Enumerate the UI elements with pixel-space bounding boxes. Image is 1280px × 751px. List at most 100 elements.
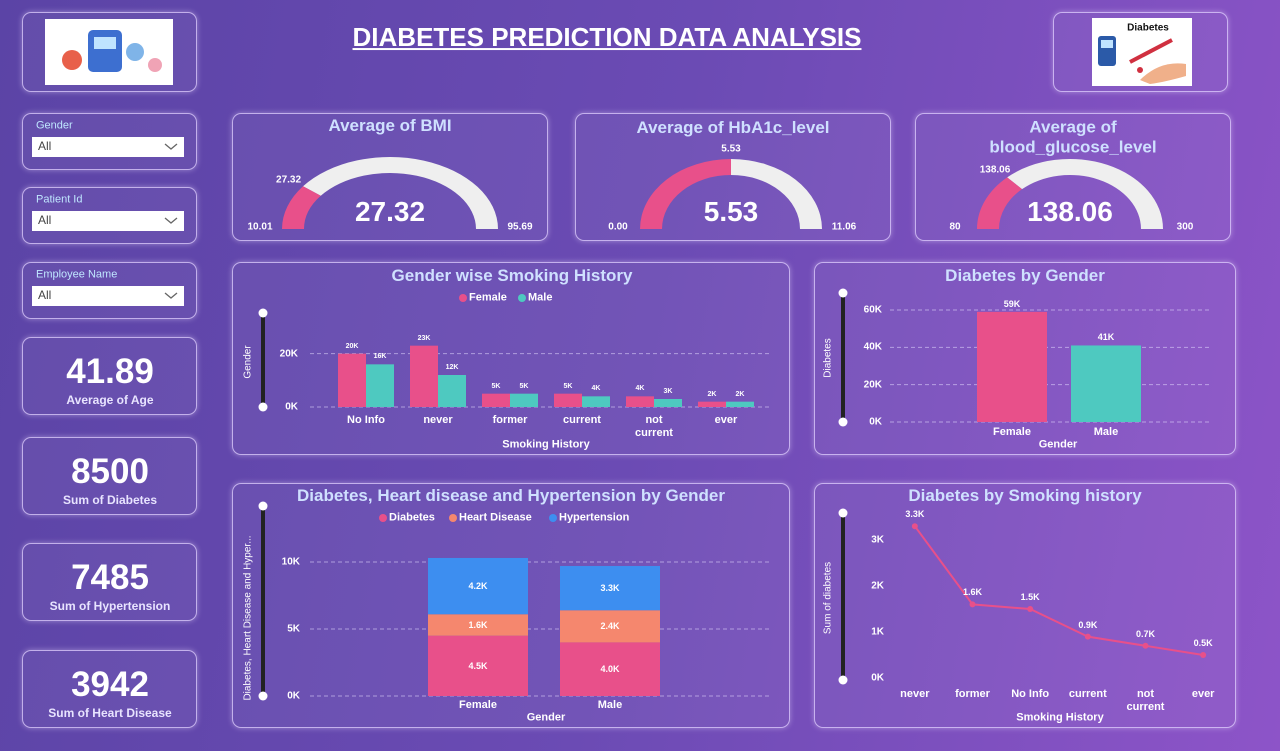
dropdown-value[interactable]: All (38, 288, 52, 303)
dropdown-value[interactable]: All (38, 139, 52, 154)
filter-label: Employee Name (36, 268, 118, 281)
chart-panel (232, 262, 790, 455)
x-tick-label: current (563, 414, 601, 426)
data-label: 1.5K (1020, 591, 1040, 602)
x-tick-label: never (423, 414, 453, 426)
logo-shape (62, 50, 82, 70)
y-tick-label: 5K (287, 623, 300, 635)
data-label: 4.0K (600, 664, 620, 675)
line-point (969, 601, 976, 608)
data-label: 3K (663, 387, 673, 395)
data-label: 59K (1003, 298, 1021, 309)
data-label: 16K (373, 353, 387, 361)
logo-shape (1129, 38, 1173, 64)
bar-segment (428, 557, 528, 615)
legend-label: Diabetes (389, 511, 435, 524)
legend-label: Hypertension (559, 511, 630, 524)
x-tick-label: No Info (347, 414, 385, 426)
x-axis-label: Gender (526, 711, 566, 724)
bar (510, 393, 538, 407)
gauge-min: 80 (949, 221, 961, 233)
bar (482, 393, 510, 407)
logo-shape (1137, 67, 1143, 73)
y-axis-label: Sum of diabetes (822, 561, 834, 635)
gauge-fill (282, 186, 321, 229)
logo-shape (1140, 63, 1186, 84)
y-axis-label: Diabetes, Heart Disease and Hyper... (242, 535, 254, 701)
x-axis-label: Smoking History (502, 438, 590, 451)
legend-label: Female (469, 291, 507, 304)
chart-panel (814, 483, 1236, 728)
dropdown[interactable] (32, 211, 184, 231)
slider-handle[interactable] (258, 691, 268, 701)
y-tick-label: 2K (871, 580, 884, 592)
data-label: 2.4K (600, 621, 620, 632)
dropdown-value[interactable]: All (38, 213, 52, 228)
dropdown[interactable] (32, 137, 184, 157)
slider-handle[interactable] (258, 501, 268, 511)
line-point (911, 523, 918, 530)
bar (1071, 345, 1141, 422)
card-label: Sum of Heart Disease (48, 706, 172, 721)
y-tick-label: 0K (869, 416, 882, 428)
bar-segment (560, 566, 660, 611)
x-tick-label: No Info (1011, 688, 1050, 700)
card-value: 7485 (71, 557, 149, 597)
gauge-title: Average of blood_glucose_level (989, 117, 1157, 156)
dropdown[interactable] (32, 286, 184, 306)
bar (698, 401, 726, 407)
legend-dot (449, 514, 457, 522)
y-tick-label: 0K (285, 401, 298, 413)
slider-handle[interactable] (258, 308, 268, 318)
legend-label: Male (528, 291, 553, 304)
bar-segment (560, 642, 660, 696)
dropdown-chevron (164, 217, 178, 224)
slider-handle[interactable] (258, 402, 268, 412)
gauge-track (1007, 159, 1163, 229)
data-label: 5K (491, 382, 501, 390)
filter-label: Gender (36, 119, 73, 132)
x-tick-label: never (900, 688, 930, 700)
y-axis-label: Gender (242, 345, 254, 379)
card-panel (22, 337, 197, 415)
card-panel (22, 437, 197, 515)
gauge-value: 27.32 (354, 195, 426, 227)
y-tick-label: 0K (287, 690, 300, 702)
logo-shape (94, 37, 116, 49)
slider-handle[interactable] (838, 675, 848, 685)
x-tick-label: not current (635, 414, 673, 439)
y-axis-label: Diabetes (822, 338, 834, 378)
y-tick-label: 20K (279, 347, 298, 359)
chart-panel (814, 262, 1236, 455)
line-point (1200, 652, 1207, 658)
chart-title: Diabetes by Smoking history (908, 486, 1142, 506)
slider-handle[interactable] (838, 508, 848, 518)
slider-handle[interactable] (838, 288, 848, 298)
data-label: 20K (345, 342, 359, 350)
x-tick-label: Female (459, 699, 497, 711)
bar (554, 393, 582, 407)
slider-handle[interactable] (838, 417, 848, 427)
gauge-value: 5.53 (703, 195, 759, 227)
legend-dot (549, 514, 557, 522)
gauge-min: 10.01 (247, 221, 273, 233)
data-label: 1.6K (468, 619, 488, 630)
x-axis-label: Gender (1038, 438, 1078, 451)
logo-shape (88, 30, 122, 72)
gauge-title: Average of BMI (328, 116, 452, 136)
legend-label: Heart Disease (459, 511, 532, 524)
legend-dot (379, 514, 387, 522)
x-tick-label: Female (993, 426, 1031, 438)
legend-dot (518, 294, 526, 302)
data-label: 12K (445, 363, 459, 371)
x-tick-label: not current (1126, 688, 1165, 713)
bar (977, 311, 1047, 422)
y-tick-label: 20K (863, 378, 882, 390)
card-label: Sum of Hypertension (49, 599, 171, 614)
data-label: 23K (417, 334, 431, 342)
bar (410, 345, 438, 407)
data-label: 3.3K (905, 509, 925, 520)
x-tick-label: current (1068, 688, 1107, 700)
